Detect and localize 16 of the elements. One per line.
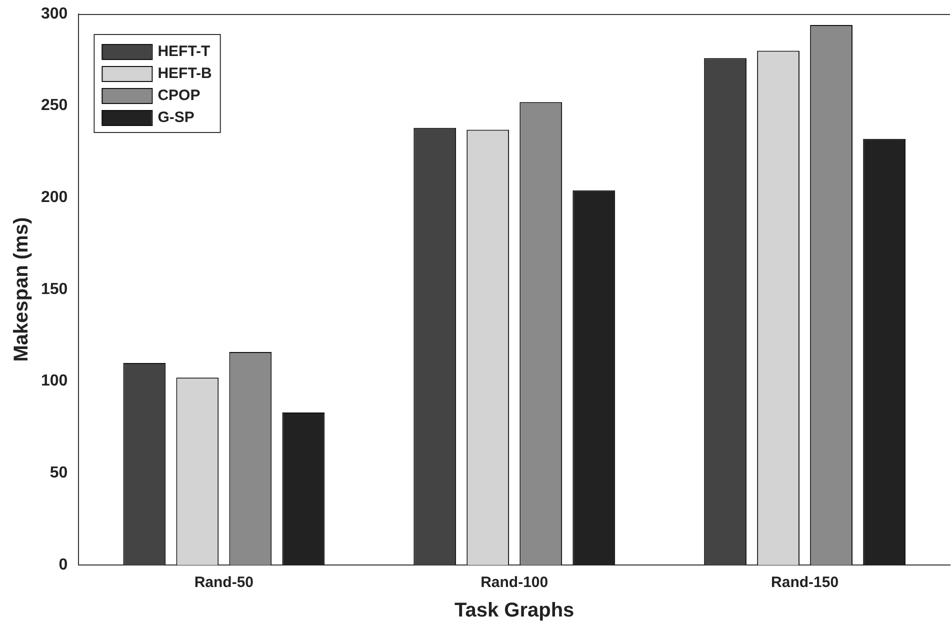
legend-label: HEFT-B	[158, 65, 212, 82]
y-tick-label: 250	[40, 97, 68, 114]
legend-label: HEFT-T	[158, 43, 210, 60]
y-tick-label: 100	[40, 372, 68, 390]
y-tick-label: 200	[40, 189, 68, 206]
y-axis-title: Makespan (ms)	[10, 217, 33, 362]
y-tick-label: 300	[40, 5, 68, 22]
y-tick-label: 150	[40, 280, 68, 298]
legend-label: CPOP	[158, 87, 200, 104]
legend-label: G-SP	[158, 109, 194, 126]
y-tick-label: 50	[50, 464, 68, 482]
x-tick-label: Rand-150	[771, 574, 839, 592]
y-tick-label: 0	[58, 556, 68, 574]
x-axis-title: Task Graphs	[454, 600, 574, 622]
x-tick-label: Rand-50	[194, 574, 254, 592]
x-tick-label: Rand-100	[480, 574, 548, 592]
